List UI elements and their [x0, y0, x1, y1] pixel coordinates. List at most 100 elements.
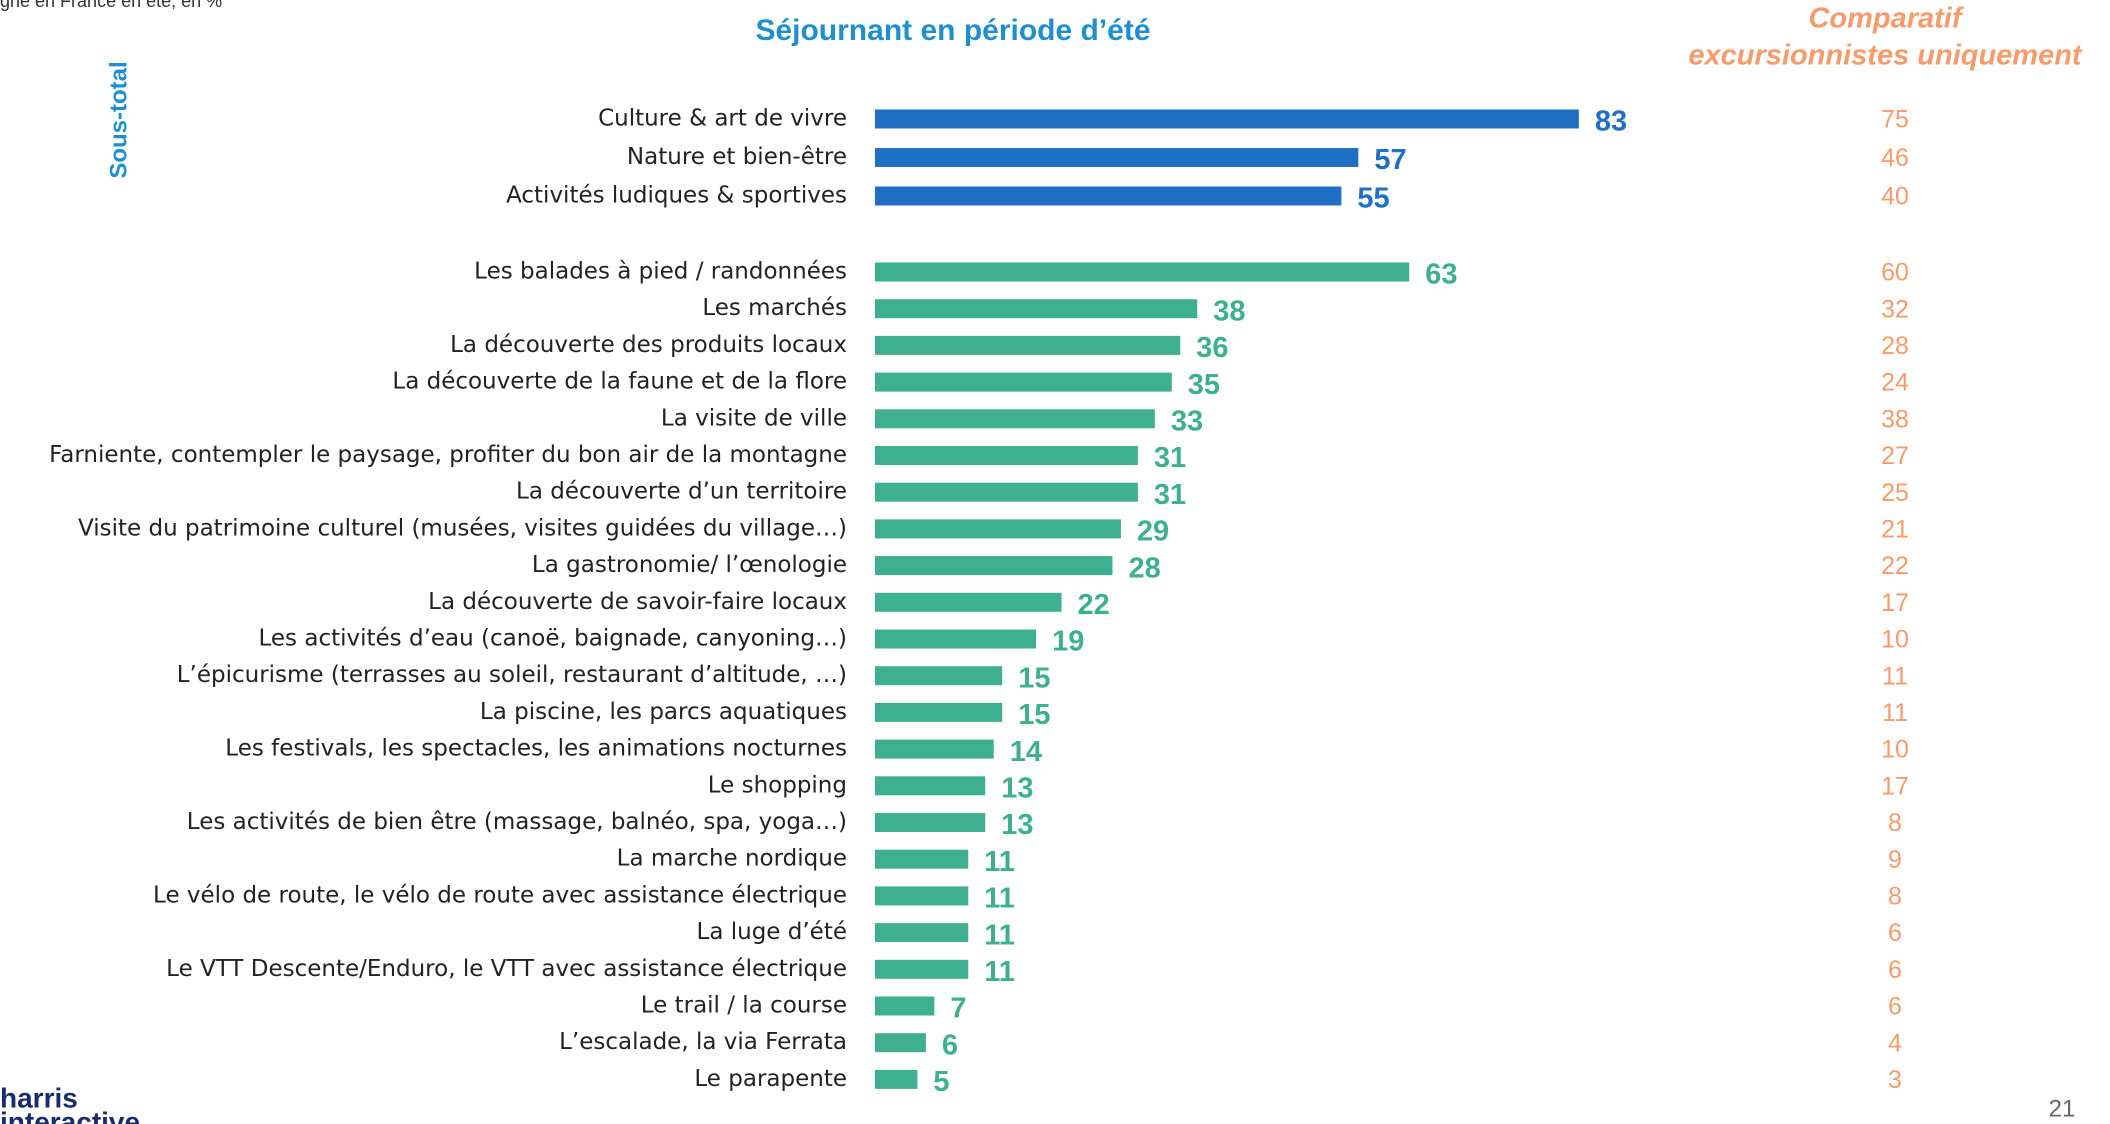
bar — [875, 335, 1181, 355]
comparison-value: 40 — [1881, 183, 1909, 211]
comparison-value: 8 — [1888, 883, 1902, 911]
category-label: La marche nordique — [617, 846, 847, 872]
bar — [875, 1033, 926, 1053]
value-label: 11 — [984, 846, 1015, 878]
comparison-value: 17 — [1881, 772, 1909, 800]
comparison-value: 6 — [1888, 993, 1902, 1021]
bar — [875, 372, 1172, 392]
category-label: La visite de ville — [661, 405, 847, 431]
value-label: 35 — [1188, 369, 1220, 401]
logo: interactive — [0, 1106, 140, 1124]
category-label: La gastronomie/ l’œnologie — [532, 552, 847, 578]
category-label: La découverte de la faune et de la flore — [392, 369, 847, 395]
bar — [875, 849, 969, 869]
bar — [875, 1069, 918, 1089]
comparison-value: 17 — [1881, 589, 1909, 617]
comparison-value: 6 — [1888, 956, 1902, 984]
comparison-value: 8 — [1888, 809, 1902, 837]
category-label: L’épicurisme (terrasses au soleil, resta… — [177, 662, 847, 688]
logo: harris — [0, 1082, 78, 1113]
bar — [875, 186, 1342, 206]
comparison-value: 27 — [1881, 442, 1909, 470]
comparison-value: 10 — [1881, 736, 1909, 764]
comparison-value: 3 — [1888, 1066, 1902, 1094]
category-label: Culture & art de vivre — [598, 106, 847, 132]
comparison-value: 24 — [1881, 369, 1909, 397]
bar — [875, 702, 1003, 722]
bar — [875, 299, 1198, 319]
comparison-value: 22 — [1881, 552, 1909, 580]
bar — [875, 592, 1062, 612]
bar — [875, 446, 1138, 465]
comparison-value: 11 — [1882, 699, 1908, 727]
value-label: 15 — [1018, 699, 1050, 731]
category-label: Les festivals, les spectacles, les anima… — [225, 736, 847, 762]
comparison-value: 25 — [1881, 479, 1909, 507]
bar — [875, 409, 1155, 429]
bar — [875, 666, 1003, 686]
chart-title: Séjournant en période d’été — [755, 14, 1150, 47]
comparison-title: Comparatif — [1808, 3, 1964, 35]
value-label: 6 — [942, 1029, 958, 1061]
bar — [875, 739, 994, 759]
page-number: 21 — [2049, 1095, 2076, 1122]
category-label: Le VTT Descente/Enduro, le VTT avec assi… — [166, 956, 847, 982]
category-label: La piscine, les parcs aquatiques — [480, 699, 847, 725]
value-label: 28 — [1128, 552, 1160, 584]
category-label: La découverte de savoir-faire locaux — [428, 589, 847, 615]
subtotal-label: Sous-total — [105, 61, 132, 178]
category-label: La luge d’été — [697, 919, 847, 945]
comparison-value: 46 — [1881, 144, 1909, 172]
comparison-value: 32 — [1881, 295, 1909, 323]
value-label: 14 — [1010, 736, 1042, 768]
category-label: Le trail / la course — [641, 993, 847, 1019]
comparison-value: 4 — [1888, 1029, 1902, 1057]
comparison-value: 21 — [1881, 516, 1909, 544]
category-label: Les marchés — [702, 295, 847, 321]
value-label: 19 — [1052, 626, 1084, 658]
category-label: Le shopping — [708, 772, 847, 798]
bar — [875, 629, 1037, 649]
value-label: 83 — [1595, 106, 1627, 138]
bar — [875, 959, 969, 979]
value-label: 63 — [1425, 259, 1457, 291]
bar — [875, 923, 969, 943]
bar — [875, 519, 1121, 539]
value-label: 7 — [950, 993, 966, 1025]
bar — [875, 886, 969, 906]
value-label: 11 — [984, 956, 1015, 988]
comparison-value: 11 — [1882, 662, 1908, 690]
bar — [875, 262, 1410, 282]
value-label: 13 — [1001, 772, 1033, 804]
comparison-value: 75 — [1881, 106, 1909, 134]
header-fragment: gne en France en été, en % — [0, 0, 222, 11]
comparison-value: 60 — [1881, 259, 1909, 287]
value-label: 33 — [1171, 405, 1203, 437]
category-label: Activités ludiques & sportives — [506, 183, 847, 209]
category-label: Le parapente — [694, 1066, 847, 1092]
comparison-value: 9 — [1888, 846, 1902, 874]
bar — [875, 556, 1113, 576]
value-label: 36 — [1196, 332, 1228, 364]
value-label: 55 — [1357, 183, 1389, 215]
comparison-value: 10 — [1881, 626, 1909, 654]
category-label: La découverte des produits locaux — [450, 332, 847, 358]
value-label: 31 — [1154, 479, 1186, 511]
category-label: Nature et bien-être — [627, 144, 847, 170]
category-label: La découverte d’un territoire — [516, 479, 847, 505]
value-label: 29 — [1137, 516, 1169, 548]
bar — [875, 148, 1359, 167]
bar — [875, 996, 935, 1016]
value-label: 11 — [984, 919, 1015, 951]
comparison-value: 38 — [1881, 405, 1909, 433]
comparison-value: 28 — [1881, 332, 1909, 360]
bar — [875, 813, 986, 832]
comparison-title: excursionnistes uniquement — [1688, 40, 2083, 72]
category-label: Le vélo de route, le vélo de route avec … — [153, 882, 847, 908]
value-label: 22 — [1078, 589, 1110, 621]
category-label: L’escalade, la via Ferrata — [559, 1029, 847, 1055]
bar — [875, 482, 1138, 502]
bar — [875, 776, 986, 796]
category-label: Les activités d’eau (canoë, baignade, ca… — [259, 626, 848, 652]
